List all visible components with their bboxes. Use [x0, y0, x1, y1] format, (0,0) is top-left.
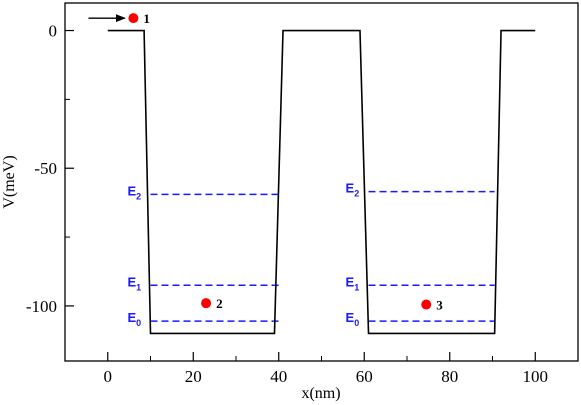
y-tick-label: -50	[34, 159, 57, 178]
electron-label: 2	[216, 296, 223, 311]
potential-profile	[107, 29, 536, 335]
x-tick-label: 100	[523, 367, 549, 386]
y-axis-title: V(meV)	[1, 155, 18, 208]
x-axis-ticks: 0 20 40 60 80 100	[64, 352, 579, 386]
x-axis-title: x(nm)	[301, 385, 340, 402]
electron-label: 1	[143, 11, 150, 26]
energy-level-label: E1	[128, 274, 142, 292]
electron-dot	[201, 298, 212, 309]
y-tick-label: -100	[26, 297, 57, 316]
energy-level-label: E0	[128, 310, 142, 328]
energy-level-label: E1	[346, 274, 360, 292]
energy-level-label: E2	[346, 181, 360, 199]
potential-line	[107, 29, 536, 335]
x-tick-label: 0	[104, 367, 113, 386]
x-tick-label: 60	[356, 367, 373, 386]
energy-levels: E0 E1 E2 E0 E1 E2	[128, 181, 495, 328]
y-axis-ticks: 0 -50 -100	[26, 22, 74, 316]
electron-dot	[421, 299, 432, 310]
energy-level-label: E2	[128, 183, 142, 201]
electrons: 1 2 3	[88, 11, 443, 313]
electron-dot	[128, 13, 139, 24]
x-tick-label: 80	[441, 367, 458, 386]
x-tick-label: 20	[185, 367, 202, 386]
energy-level-label: E0	[346, 310, 360, 328]
x-tick-label: 40	[270, 367, 287, 386]
electron-label: 3	[436, 298, 443, 313]
y-tick-label: 0	[49, 22, 58, 41]
